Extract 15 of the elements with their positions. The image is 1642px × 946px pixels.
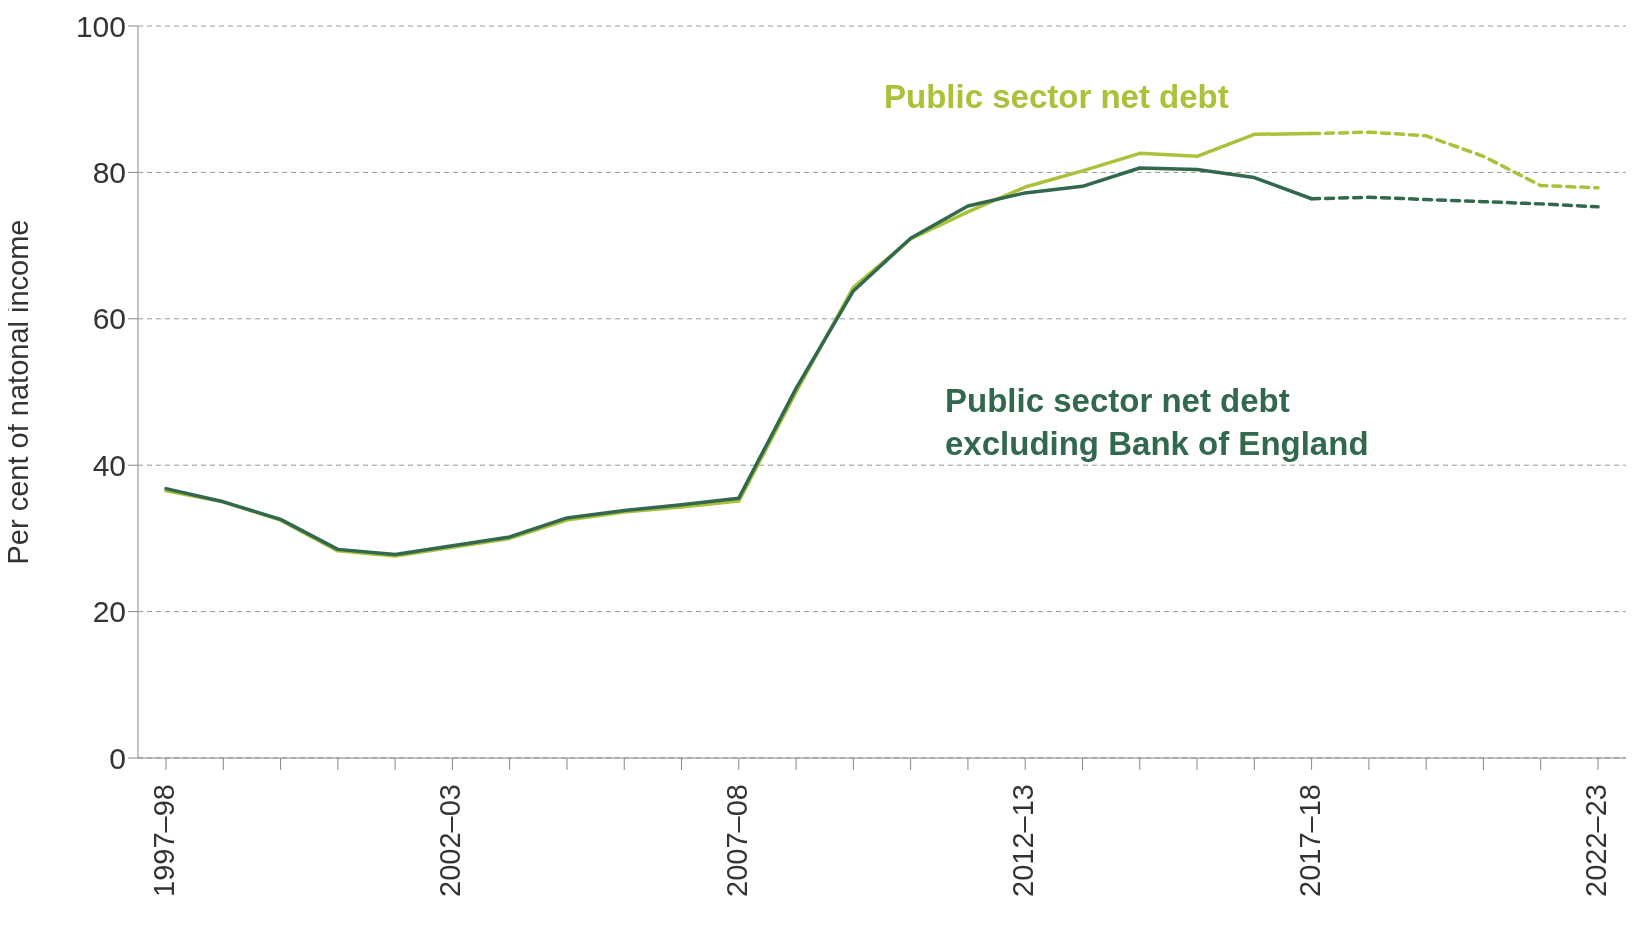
- series-label: Public sector net debt: [884, 77, 1230, 117]
- y-axis-title: Per cent of natonal income: [2, 219, 35, 565]
- x-tick-label: 1997–98: [148, 784, 180, 897]
- y-tick-label: 40: [92, 448, 126, 482]
- y-tick-label: 80: [92, 156, 126, 190]
- y-tick-label: 0: [109, 741, 126, 775]
- y-tick-label: 20: [92, 595, 126, 629]
- x-tick-label: 2017–18: [1293, 784, 1326, 897]
- text: Public sector net debt excluding Bank of England: [945, 381, 1370, 464]
- x-tick-label: 2007–08: [720, 784, 753, 897]
- x-tick-label: 2012–13: [1007, 784, 1040, 897]
- x-tick-label: 2022–23: [1580, 784, 1612, 897]
- y-tick-label: 100: [75, 9, 126, 43]
- x-tick-label: 2002–03: [434, 784, 467, 897]
- y-tick-label: 60: [92, 302, 126, 336]
